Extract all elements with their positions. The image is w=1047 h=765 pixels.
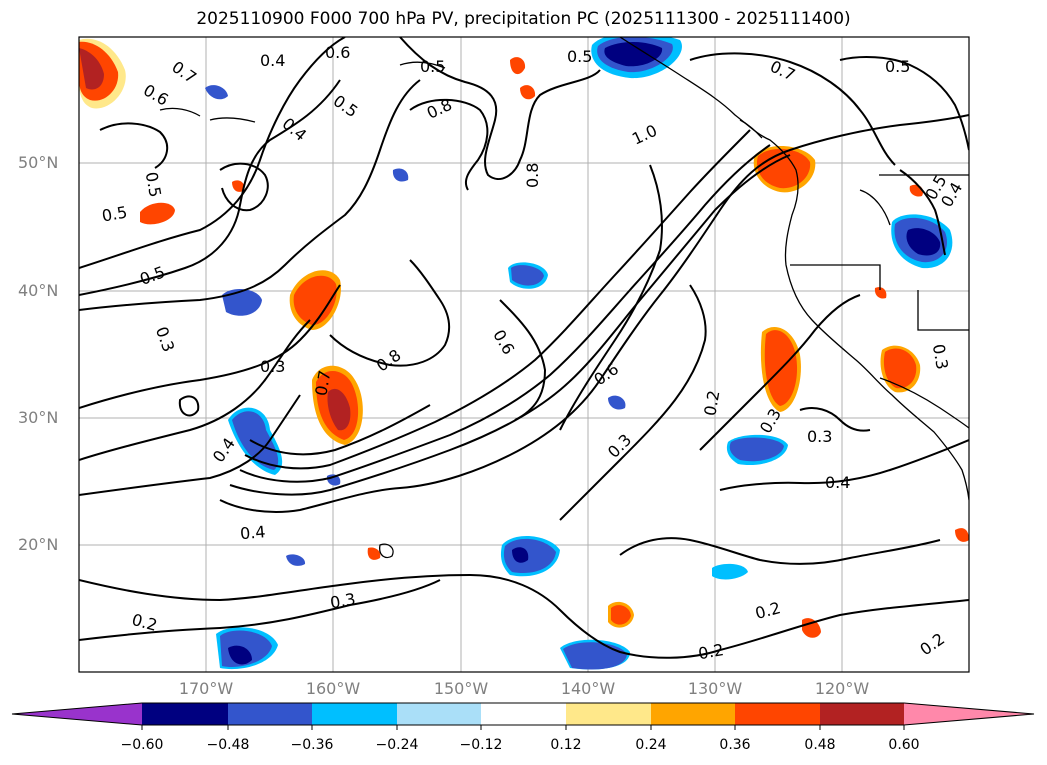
colorbar-extend-high: [904, 703, 1034, 725]
colorbar-tick-label: −0.48: [206, 737, 250, 753]
contour-label: 0.3: [929, 343, 952, 371]
colorbar-tick-label: 0.12: [550, 737, 582, 753]
colorbar-tick-label: 0.60: [888, 737, 920, 753]
lon-label: 150°W: [433, 679, 489, 698]
contour-label: 0.5: [142, 170, 165, 198]
colorbar-bin: [651, 703, 735, 725]
colorbar-tick-label: −0.36: [290, 737, 334, 753]
pv-contours: [79, 37, 969, 659]
colorbar-bin: [228, 703, 312, 725]
lat-label: 30°N: [18, 408, 59, 427]
colorbar-tick-label: 0.24: [635, 737, 667, 753]
colorbar: [11, 702, 1035, 730]
colorbar-extend-low: [12, 703, 142, 725]
map-frame: [78, 36, 970, 673]
lon-label: 130°W: [687, 679, 743, 698]
colorbar-bin: [566, 703, 651, 725]
colorbar-bin: [735, 703, 820, 725]
colorbar-tick-label: −0.12: [459, 737, 503, 753]
colorbar-tick-label: 0.48: [804, 737, 836, 753]
contour-label: 0.5: [420, 57, 445, 76]
coastline: [159, 37, 969, 559]
colorbar-bin: [481, 703, 566, 725]
contour-label: 0.5: [100, 202, 128, 225]
contour-label: 0.3: [260, 357, 285, 376]
contour-label: 0.4: [239, 522, 266, 543]
colorbar-bin: [312, 703, 397, 725]
colorbar-tick-label: −0.60: [120, 737, 164, 753]
map-background: [79, 37, 969, 672]
colorbar-tick-label: −0.24: [375, 737, 419, 753]
map-panel: 0.7 0.4 0.6 0.5 0.6 0.4 0.5 0.5 0.8 0.5 …: [78, 36, 970, 673]
contour-label: 0.3: [807, 427, 832, 446]
colorbar-tick-label: 0.36: [719, 737, 751, 753]
lat-label: 20°N: [18, 535, 59, 554]
contour-label: 0.7: [311, 369, 334, 397]
contour-label: 0.5: [567, 47, 592, 66]
contour-label: 0.5: [885, 57, 910, 76]
contour-label: 0.4: [260, 51, 285, 70]
colorbar-bin: [820, 703, 904, 725]
contour-label: 0.4: [825, 473, 850, 492]
lon-label: 120°W: [814, 679, 870, 698]
colorbar-bin: [142, 703, 228, 725]
lon-label: 170°W: [178, 679, 234, 698]
map-title: 2025110900 F000 700 hPa PV, precipitatio…: [196, 9, 851, 29]
lon-label: 160°W: [305, 679, 361, 698]
contour-label: 0.2: [697, 640, 725, 663]
contour-label: 0.3: [329, 589, 357, 612]
precip-shading: [79, 37, 969, 670]
contour-label: 0.2: [700, 389, 723, 417]
lat-label: 50°N: [18, 153, 59, 172]
lat-label: 40°N: [18, 281, 59, 300]
contour-label: 0.6: [325, 43, 350, 62]
lon-label: 140°W: [560, 679, 616, 698]
contour-label: 0.8: [523, 163, 542, 188]
colorbar-bin: [397, 703, 481, 725]
